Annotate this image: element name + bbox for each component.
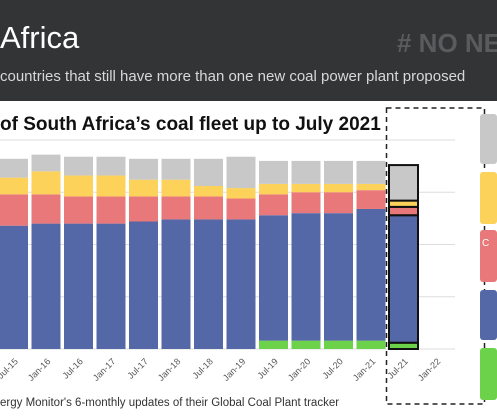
x-tick-label: Jan-18 — [156, 356, 183, 383]
bar-segment — [291, 183, 321, 193]
legend-swatch-announced — [480, 114, 497, 164]
hashtag-label: # NO NE — [397, 28, 497, 58]
bar-segment — [31, 171, 61, 195]
bar-segment — [356, 160, 386, 184]
legend-label-construction: C — [482, 238, 490, 249]
bar-segment — [161, 158, 191, 180]
x-tick-label: Jul-17 — [126, 356, 150, 380]
bar-segment — [129, 196, 158, 222]
bar-segment — [0, 158, 28, 178]
source-note: ergy Monitor's 6-monthly updates of thei… — [0, 397, 340, 409]
bar-segment — [0, 225, 28, 349]
bar-segment — [96, 223, 126, 349]
x-tick-label: Jul-19 — [256, 356, 280, 380]
bar-segment — [259, 194, 288, 216]
bar-segment — [194, 158, 223, 186]
bar-segment — [259, 183, 288, 195]
bar-segment — [259, 215, 288, 341]
bar-segment — [324, 183, 353, 193]
x-tick-label: Jan-20 — [286, 356, 313, 383]
bar-segment — [129, 158, 158, 180]
header-banner: Africa # NO NE countries that still have… — [0, 0, 497, 101]
x-tick-label: Jul-15 — [0, 356, 20, 380]
bar-segment — [324, 160, 353, 184]
bar-segment — [356, 208, 386, 341]
bar-segment — [96, 175, 126, 197]
chart-title: of South Africa’s coal fleet up to July … — [0, 114, 381, 135]
bar-segment — [161, 219, 191, 349]
bar-segment — [226, 188, 256, 199]
bar-segment — [31, 223, 61, 349]
bar-segment — [64, 223, 93, 349]
bar-segment — [31, 154, 61, 172]
bar-segment — [226, 219, 256, 349]
x-tick-label: Jan-19 — [221, 356, 248, 383]
bar-segment — [0, 194, 28, 226]
bar-segment — [64, 156, 93, 176]
bar-segment — [96, 196, 126, 224]
bar-segment — [0, 177, 28, 195]
x-tick-label: Jul-20 — [321, 356, 345, 380]
bar-segment — [31, 194, 61, 224]
bar-segment — [226, 156, 256, 189]
bar-segment — [194, 196, 223, 220]
bar-segment — [259, 340, 288, 349]
bar-segment — [356, 190, 386, 209]
bar-segment — [291, 192, 321, 214]
x-tick-label: Jan-16 — [26, 356, 53, 383]
bar-segment — [129, 179, 158, 197]
bar-segment — [356, 340, 386, 349]
x-tick-label: Jan-21 — [351, 356, 378, 383]
bar-segment — [291, 213, 321, 341]
bar-segment — [64, 196, 93, 224]
page-title: Africa — [0, 20, 80, 55]
x-tick-label: Jan-22 — [416, 356, 443, 383]
bar-segment — [96, 156, 126, 176]
x-tick-label: Jan-17 — [91, 356, 118, 383]
x-tick-label: Jul-21 — [386, 356, 410, 380]
legend-swatch-operating — [480, 290, 497, 340]
bar-segment — [161, 196, 191, 220]
legend-swatch-green — [480, 348, 497, 400]
bar-segment — [226, 198, 256, 220]
bar-segment — [161, 179, 191, 197]
bar-segment — [388, 214, 419, 344]
bar-segment — [388, 205, 419, 217]
bar-segment — [356, 183, 386, 191]
x-tick-label: Jul-16 — [61, 356, 85, 380]
bar-segment — [291, 160, 321, 184]
bar-segment — [324, 213, 353, 341]
legend-swatch-construction — [480, 230, 497, 282]
legend-swatch-permitted — [480, 172, 497, 224]
bar-segment — [194, 219, 223, 349]
bar-segment — [324, 192, 353, 214]
bar-segment — [291, 340, 321, 349]
bar-segment — [324, 340, 353, 349]
bar-segment — [194, 185, 223, 197]
bar-segment — [64, 175, 93, 197]
page-subtitle: countries that still have more than one … — [0, 68, 466, 85]
bar-segment — [129, 221, 158, 349]
x-tick-label: Jul-18 — [191, 356, 215, 380]
bar-segment — [388, 164, 419, 202]
bar-segment — [259, 160, 288, 184]
